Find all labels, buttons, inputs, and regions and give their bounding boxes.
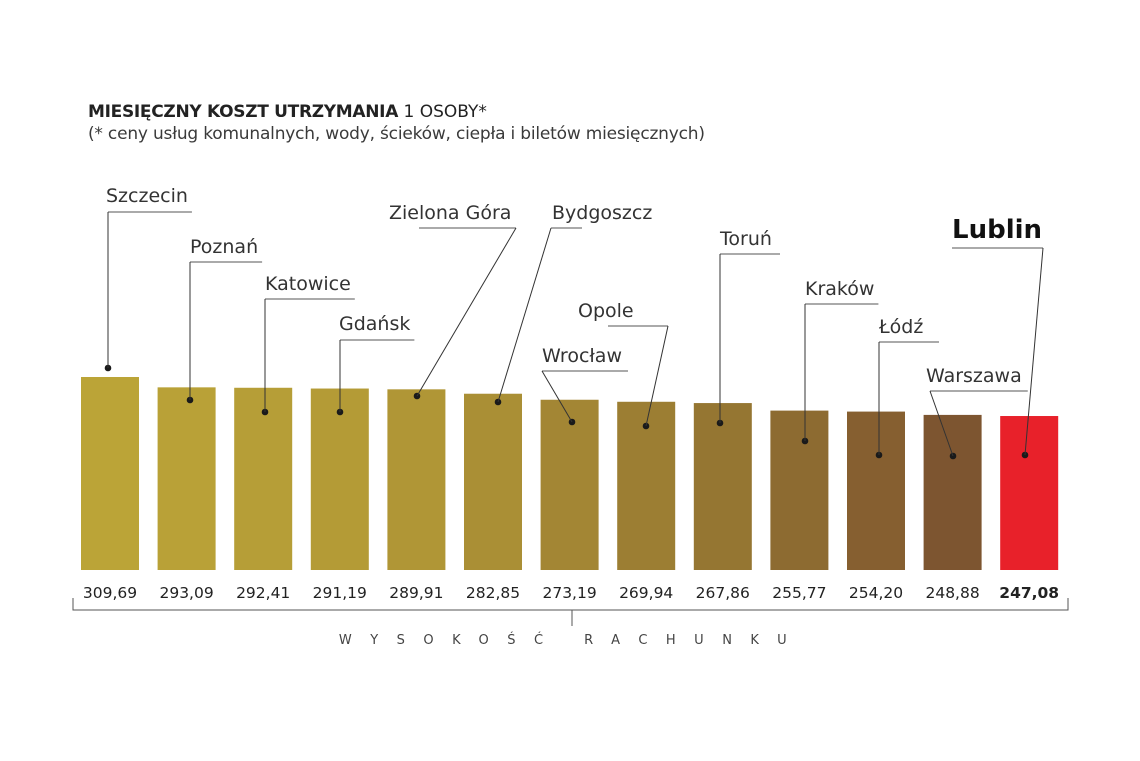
city-label-zielona-gora: Zielona Góra (389, 202, 511, 224)
city-label-warszawa: Warszawa (926, 365, 1022, 387)
chart-title-bold: MIESIĘCZNY KOSZT UTRZYMANIA (88, 102, 399, 122)
city-label-wroclaw: Wrocław (542, 345, 622, 367)
leader-line-wroclaw (541, 370, 573, 423)
title-block: MIESIĘCZNY KOSZT UTRZYMANIA 1 OSOBY* (* … (88, 102, 705, 146)
city-labels-group: Szczecin Poznań Katowice Gdańsk Zielona Góra… (106, 185, 1042, 387)
value-label-bydgoszcz: 282,85 (466, 584, 520, 602)
value-label-zielona-gora: 289,91 (389, 584, 443, 602)
x-axis-bracket: WYSOKOŚĆ RACHUNKU (72, 598, 1069, 648)
x-axis-label: WYSOKOŚĆ RACHUNKU (339, 632, 805, 648)
bar-katowice (234, 387, 293, 570)
city-label-torun: Toruń (719, 228, 772, 250)
value-label-szczecin: 309,69 (83, 584, 137, 602)
bar-gdansk (310, 388, 369, 570)
bar-poznan (157, 387, 216, 570)
leader-lines-group (104, 211, 1044, 460)
city-label-szczecin: Szczecin (106, 185, 188, 207)
leader-line-bydgoszcz (497, 227, 552, 403)
value-label-katowice: 292,41 (236, 584, 290, 602)
bar-szczecin (81, 377, 139, 570)
leader-line-zielona-gora (416, 227, 517, 397)
city-label-katowice: Katowice (265, 273, 351, 295)
chart-subtitle: (* ceny usług komunalnych, wody, ścieków… (88, 124, 705, 144)
value-label-wroclaw: 273,19 (542, 584, 596, 602)
bars-group (81, 377, 1059, 570)
city-label-lodz: Łódź (878, 316, 923, 338)
value-label-poznan: 293,09 (159, 584, 213, 602)
value-label-lodz: 254,20 (849, 584, 903, 602)
city-label-opole: Opole (578, 300, 634, 322)
value-label-lublin: 247,08 (999, 584, 1059, 602)
value-label-krakow: 255,77 (772, 584, 826, 602)
bar-torun (693, 403, 752, 570)
city-label-gdansk: Gdańsk (339, 313, 410, 335)
city-label-poznan: Poznań (190, 236, 258, 258)
city-label-bydgoszcz: Bydgoszcz (552, 202, 652, 224)
axis-bracket-line (72, 598, 1069, 611)
bar-bydgoszcz (464, 393, 522, 570)
leader-line-warszawa (929, 390, 954, 457)
value-label-gdansk: 291,19 (313, 584, 367, 602)
bar-krakow (770, 410, 829, 570)
bar-lodz (847, 411, 905, 570)
leader-line-opole (645, 325, 669, 427)
value-label-opole: 269,94 (619, 584, 673, 602)
bar-opole (617, 401, 676, 570)
bar-wroclaw (540, 399, 599, 570)
bar-zielona-gora (387, 389, 446, 570)
value-label-warszawa: 248,88 (925, 584, 979, 602)
chart-title-rest: 1 OSOBY* (403, 102, 487, 122)
city-label-lublin: Lublin (952, 215, 1042, 245)
leader-line-lublin (1024, 247, 1044, 456)
value-label-torun: 267,86 (696, 584, 750, 602)
bar-lublin (1000, 416, 1059, 570)
value-labels-group: 309,69 293,09 292,41 291,19 289,91 282,85 273,… (83, 584, 1059, 602)
bar-warszawa (923, 414, 982, 570)
chart-title: MIESIĘCZNY KOSZT UTRZYMANIA 1 OSOBY* (88, 102, 705, 122)
city-label-krakow: Kraków (805, 278, 874, 300)
